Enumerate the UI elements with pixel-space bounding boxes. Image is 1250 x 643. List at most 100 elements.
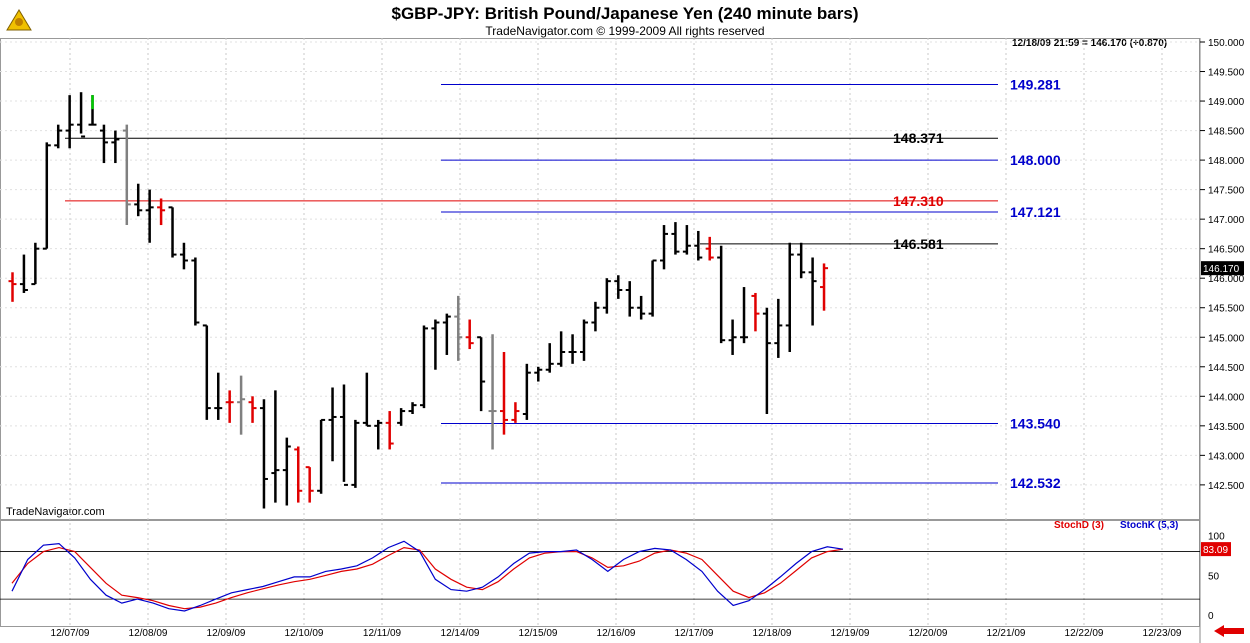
ohlc-bar — [179, 242, 188, 270]
ohlc-bar — [328, 387, 337, 462]
ohlc-bar — [225, 390, 234, 423]
price-panel-frame — [0, 38, 1200, 520]
level-label: 148.000 — [1010, 152, 1061, 168]
price-tick-label: 144.500 — [1208, 363, 1245, 374]
ohlc-bar — [534, 366, 543, 382]
ohlc-bar — [522, 363, 531, 420]
stoch-tick-label: 100 — [1208, 532, 1225, 543]
x-tick-label: 12/07/09 — [51, 628, 90, 639]
ohlc-bar — [202, 324, 211, 420]
x-tick-label: 12/10/09 — [285, 628, 324, 639]
ohlc-bar — [762, 307, 771, 415]
price-tick-label: 149.000 — [1208, 97, 1245, 108]
price-tick-label: 145.500 — [1208, 304, 1245, 315]
last-price-label: 146.170 — [1203, 264, 1240, 275]
ohlc-bar — [77, 92, 86, 138]
ohlc-bar — [419, 325, 428, 409]
ohlc-bar — [454, 295, 463, 361]
ohlc-bar — [511, 402, 520, 423]
x-tick-label: 12/21/09 — [987, 628, 1026, 639]
ohlc-bar — [134, 183, 143, 217]
price-tick-label: 147.500 — [1208, 186, 1245, 197]
ohlc-bar — [591, 301, 600, 332]
ohlc-bar — [408, 402, 417, 415]
x-tick-label: 12/19/09 — [831, 628, 870, 639]
x-tick-label: 12/15/09 — [519, 628, 558, 639]
x-tick-label: 12/08/09 — [129, 628, 168, 639]
ohlc-bar — [442, 313, 451, 355]
level-label: 149.281 — [1010, 76, 1061, 92]
stochd-line — [11, 546, 844, 610]
chart-subtitle: TradeNavigator.com © 1999-2009 All right… — [485, 24, 765, 38]
ohlc-bar — [19, 254, 28, 293]
level-label: 143.540 — [1010, 415, 1061, 431]
ohlc-bar — [660, 225, 669, 270]
sextant-logo-icon — [6, 9, 32, 31]
ohlc-bar — [248, 396, 257, 423]
price-tick-label: 145.000 — [1208, 333, 1245, 344]
x-tick-label: 12/11/09 — [363, 628, 402, 639]
stoch-value-box — [1201, 542, 1231, 557]
ohlc-bar — [282, 437, 291, 506]
price-tick-label: 147.000 — [1208, 215, 1245, 226]
x-tick-label: 12/14/09 — [441, 628, 480, 639]
ohlc-bar — [168, 206, 177, 258]
price-tick-label: 148.500 — [1208, 127, 1245, 138]
ohlc-bar — [648, 259, 657, 317]
watermark: TradeNavigator.com — [6, 506, 105, 518]
ohlc-bar — [374, 419, 383, 450]
ohlc-bar — [740, 287, 749, 344]
price-tick-label: 144.000 — [1208, 392, 1245, 403]
ohlc-bar — [808, 257, 817, 326]
ohlc-bar — [237, 375, 246, 435]
ohlc-bar — [214, 372, 223, 420]
level-label: 142.532 — [1010, 475, 1061, 491]
ohlc-bar — [705, 236, 714, 261]
ohlc-bar — [580, 319, 588, 361]
ohlc-bar — [88, 95, 97, 126]
ohlc-bar — [339, 384, 348, 486]
ohlc-bar — [8, 272, 17, 302]
price-tick-label: 146.500 — [1208, 245, 1245, 256]
ohlc-bar — [157, 198, 166, 226]
legend-stochk: StochK (5,3) — [1120, 520, 1179, 531]
ohlc-bar — [145, 189, 154, 243]
ohlc-bar — [42, 142, 51, 250]
ohlc-bar — [717, 245, 726, 344]
ohlc-bar — [99, 124, 108, 164]
ohlc-bar — [54, 124, 63, 149]
chart-title: $GBP-JPY: British Pound/Japanese Yen (24… — [391, 4, 859, 23]
ohlc-bar — [637, 295, 646, 320]
price-tick-label: 142.500 — [1208, 481, 1245, 492]
ohlc-bar — [694, 230, 703, 261]
price-tick-label: 146.000 — [1208, 274, 1245, 285]
level-label: 147.121 — [1010, 204, 1061, 220]
ohlc-bar — [305, 466, 314, 503]
ohlc-bar — [602, 278, 611, 314]
price-tick-label: 143.000 — [1208, 451, 1245, 462]
level-label: 148.371 — [893, 130, 944, 146]
ohlc-bar — [431, 319, 440, 370]
price-readout: 12/18/09 21:59 = 146.170 (+0.870) — [1012, 38, 1168, 49]
ohlc-bar — [728, 319, 737, 355]
ohlc-bar — [65, 95, 74, 149]
ohlc-bar — [797, 242, 806, 279]
x-tick-label: 12/20/09 — [909, 628, 948, 639]
ohlc-bar — [671, 222, 680, 255]
ohlc-bar — [351, 419, 360, 488]
stoch-value-label: 83.09 — [1203, 545, 1228, 556]
price-tick-label: 148.000 — [1208, 156, 1245, 167]
ohlc-bar — [488, 334, 497, 450]
x-tick-label: 12/23/09 — [1143, 628, 1182, 639]
scroll-left-arrow-icon[interactable] — [1212, 624, 1246, 638]
ohlc-bar — [614, 275, 623, 299]
ohlc-bar — [568, 334, 577, 364]
ohlc-bar — [774, 298, 783, 358]
ohlc-bar — [31, 242, 40, 286]
ohlc-bar — [477, 336, 486, 412]
ohlc-bar — [820, 263, 829, 311]
ohlc-bar — [191, 257, 200, 326]
x-tick-label: 12/09/09 — [207, 628, 246, 639]
level-label: 146.581 — [893, 236, 944, 252]
